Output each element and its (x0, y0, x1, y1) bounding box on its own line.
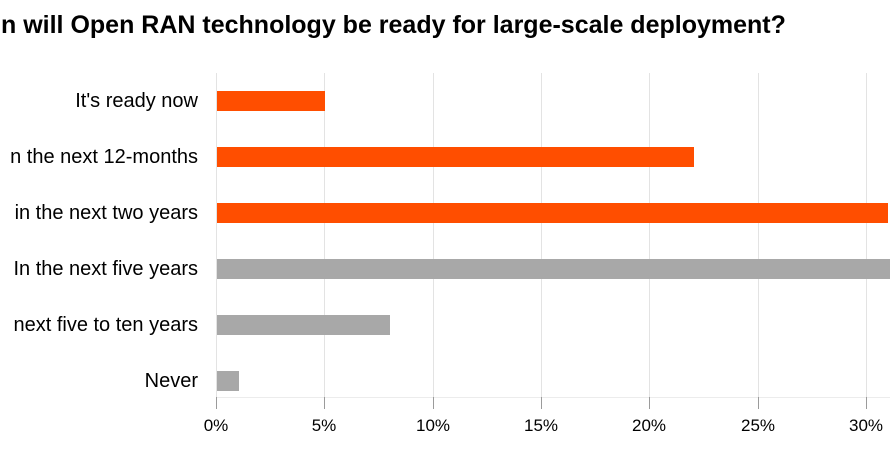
gridline (216, 73, 217, 397)
bar (217, 259, 890, 279)
category-label: in the next two years (0, 201, 198, 225)
category-label-text: Never (144, 370, 198, 392)
bar (217, 203, 888, 223)
bar (217, 371, 239, 391)
gridline (649, 73, 650, 397)
gridline (324, 73, 325, 397)
category-label-text: in the next two years (14, 202, 198, 224)
gridline (433, 73, 434, 397)
x-tick-label: 0% (203, 416, 229, 435)
x-tick-label: 30% (848, 416, 884, 435)
category-label: next five to ten years (0, 313, 198, 337)
x-tick-label: 5% (311, 416, 337, 435)
category-label: It's ready now (0, 89, 198, 113)
category-label: Never (0, 369, 198, 393)
category-label-text: In the next five years (13, 258, 198, 280)
gridline (866, 73, 867, 397)
x-tick-label: 10% (415, 416, 451, 435)
chart-title: n will Open RAN technology be ready for … (1, 11, 786, 39)
category-label: n the next 12-months (0, 145, 198, 169)
category-label-text: n the next 12-months (10, 146, 198, 168)
category-label-text: It's ready now (75, 90, 198, 112)
x-tick-label: 25% (740, 416, 776, 435)
gridline (541, 73, 542, 397)
axis-tick (324, 397, 325, 409)
x-tick-label: 20% (631, 416, 667, 435)
bar (217, 91, 325, 111)
bar (217, 147, 694, 167)
axis-tick (433, 397, 434, 409)
x-axis-line (216, 397, 890, 398)
axis-tick (216, 397, 217, 409)
bar (217, 315, 390, 335)
axis-tick (866, 397, 867, 409)
category-label: In the next five years (0, 257, 198, 281)
category-label-text: next five to ten years (13, 314, 198, 336)
x-tick-label: 15% (523, 416, 559, 435)
axis-tick (649, 397, 650, 409)
axis-tick (758, 397, 759, 409)
axis-tick (541, 397, 542, 409)
gridline (758, 73, 759, 397)
